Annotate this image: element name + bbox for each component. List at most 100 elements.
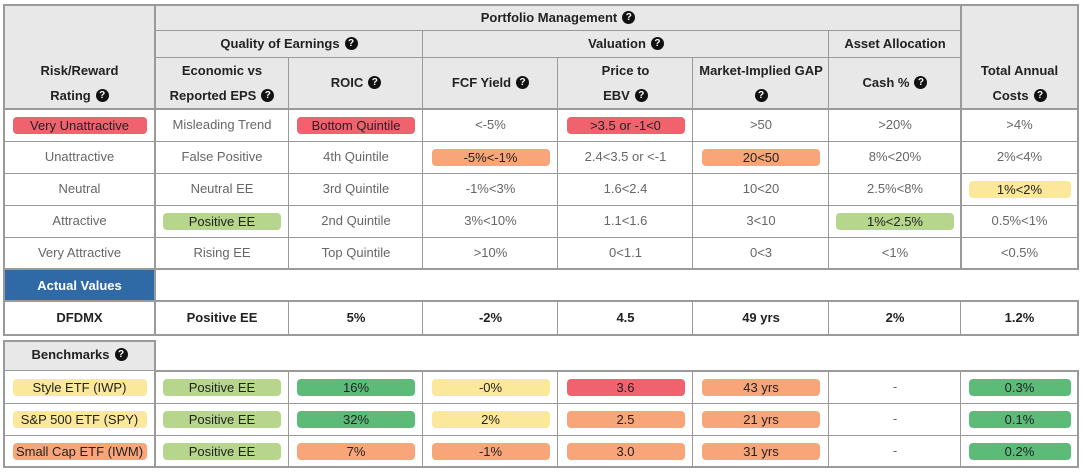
help-icon[interactable]: ? [914, 75, 928, 89]
benchmark-price-cell: 2.5 [558, 403, 693, 435]
rating-label: Very Unattractive [12, 116, 147, 134]
help-icon[interactable]: ? [344, 36, 358, 50]
table-border [960, 302, 961, 335]
risk-reward-header: Risk/Reward Rating? [4, 57, 155, 109]
table-border [3, 205, 1079, 206]
fcf-yield-label: FCF Yield [451, 74, 512, 90]
gap-value: 0<3 [749, 244, 773, 260]
price-to-ebv-header: Price to EBV? [558, 57, 693, 109]
cash-cell: 1%<2.5% [829, 205, 961, 237]
table-border [422, 31, 423, 269]
benchmark-costs: 0.3% [968, 378, 1071, 396]
benchmark-name-cell: Small Cap ETF (IWM) [4, 435, 155, 467]
roic-value: 4th Quintile [323, 148, 389, 164]
econ-value: Neutral EE [190, 180, 254, 196]
costs-value: 0.5%<1% [991, 212, 1048, 228]
help-icon[interactable]: ? [754, 89, 768, 103]
benchmark-gap: 43 yrs [702, 378, 820, 396]
rating-label: Attractive [52, 212, 107, 228]
roic-cell: Bottom Quintile [289, 109, 423, 141]
table-border [154, 340, 156, 468]
table-border [3, 340, 5, 468]
table-border [3, 108, 1079, 110]
help-icon[interactable]: ? [516, 75, 530, 89]
benchmark-name-cell: S&P 500 ETF (SPY) [4, 403, 155, 435]
help-icon[interactable]: ? [650, 36, 664, 50]
benchmark-price: 3.0 [566, 442, 685, 460]
actual-econ: Positive EE [186, 310, 258, 326]
benchmark-fcf-cell: -1% [423, 435, 558, 467]
fcf-yield-header: FCF Yield? [423, 57, 558, 109]
help-icon[interactable]: ? [114, 348, 128, 361]
econ-value: Positive EE [163, 212, 281, 230]
benchmark-cash: - [892, 378, 898, 394]
price-cell: 1.1<1.6 [558, 205, 693, 237]
benchmark-gap-cell: 21 yrs [693, 403, 829, 435]
rating-label: Very Attractive [37, 244, 122, 260]
price-value: 1.1<1.6 [603, 212, 648, 228]
econ-line2: Reported EPS [169, 88, 257, 103]
benchmark-name: S&P 500 ETF (SPY) [12, 410, 147, 428]
costs-value: 1%<2% [968, 180, 1071, 198]
benchmark-name: Small Cap ETF (IWM) [12, 442, 147, 460]
help-icon[interactable]: ? [261, 89, 275, 103]
quality-of-earnings-header: Quality of Earnings? [155, 31, 423, 57]
table-border [3, 141, 1079, 142]
table-border [3, 268, 1079, 270]
portfolio-management-header: Portfolio Management? [155, 5, 961, 31]
benchmark-costs: 0.2% [968, 442, 1071, 460]
valuation-header: Valuation? [423, 31, 829, 57]
table-border [828, 371, 829, 467]
cash-value: >20% [878, 116, 912, 132]
table-border [3, 4, 5, 270]
table-border [154, 270, 156, 336]
costs-header: Total Annual Costs? [961, 57, 1078, 109]
help-icon[interactable]: ? [622, 10, 636, 24]
help-icon[interactable]: ? [95, 89, 109, 103]
help-icon[interactable]: ? [634, 89, 648, 103]
price-value: 2.4<3.5 or <-1 [584, 148, 667, 164]
table-border [3, 4, 1079, 6]
price-cell: 0<1.1 [558, 237, 693, 269]
benchmarks-header: Benchmarks? [4, 341, 155, 370]
table-border [1077, 300, 1079, 336]
table-border [828, 302, 829, 335]
help-icon[interactable]: ? [1033, 89, 1047, 103]
gap-cell: >50 [693, 109, 829, 141]
benchmark-gap-cell: 31 yrs [693, 435, 829, 467]
gap-value: 3<10 [746, 212, 776, 228]
benchmark-fcf: -0% [431, 378, 550, 396]
table-border [3, 270, 5, 336]
fcf-value: -1%<3% [465, 180, 516, 196]
benchmark-roic-cell: 7% [289, 435, 423, 467]
price-line2: EBV [603, 88, 630, 103]
roic-value: 2nd Quintile [321, 212, 391, 228]
benchmark-costs: 0.1% [968, 410, 1071, 428]
asset-allocation-header: Asset Allocation [829, 31, 961, 57]
table-border [557, 302, 558, 335]
econ-cell: Positive EE [155, 205, 289, 237]
benchmark-cash: - [892, 442, 898, 458]
gap-cell: 3<10 [693, 205, 829, 237]
table-border [692, 57, 693, 269]
cash-cell: <1% [829, 237, 961, 269]
cash-cell: >20% [829, 109, 961, 141]
benchmark-cash-cell: - [829, 371, 961, 403]
fcf-value: <-5% [475, 116, 506, 132]
price-value: 1.6<2.4 [603, 180, 648, 196]
roic-cell: 2nd Quintile [289, 205, 423, 237]
roic-cell: 3rd Quintile [289, 173, 423, 205]
benchmark-name: Style ETF (IWP) [12, 378, 147, 396]
benchmark-cash-cell: - [829, 435, 961, 467]
benchmark-fcf-cell: -0% [423, 371, 558, 403]
gap-cell: 10<20 [693, 173, 829, 205]
benchmark-fcf: -1% [431, 442, 550, 460]
costs-cell: 2%<4% [961, 141, 1078, 173]
gap-label: Market-Implied GAP [699, 63, 823, 78]
table-border [3, 173, 1079, 174]
benchmark-price-cell: 3.0 [558, 435, 693, 467]
quality-of-earnings-label: Quality of Earnings [220, 35, 340, 51]
rating-cell: Very Unattractive [4, 109, 155, 141]
price-cell: 2.4<3.5 or <-1 [558, 141, 693, 173]
help-icon[interactable]: ? [368, 75, 382, 89]
